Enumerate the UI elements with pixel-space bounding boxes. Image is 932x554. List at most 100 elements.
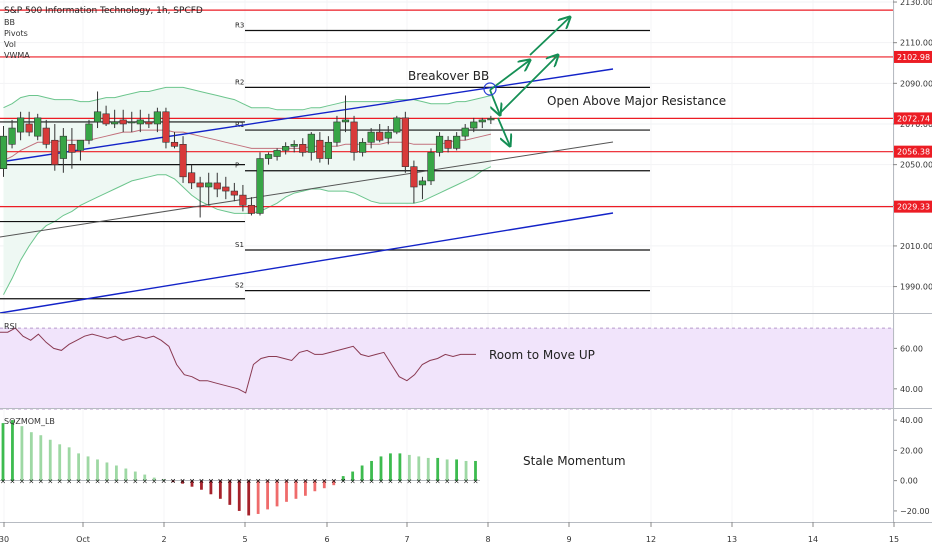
momentum-bar <box>304 480 307 496</box>
channel-upper-line <box>0 68 614 163</box>
pivot-label-r2: R2 <box>235 78 244 86</box>
candle-body <box>119 119 127 125</box>
price-badge <box>894 145 932 158</box>
candle-body <box>93 111 102 123</box>
candle-body <box>136 119 144 125</box>
candle-body <box>290 144 298 147</box>
momentum-tick-label: 40.00 <box>900 416 923 425</box>
candle-body <box>153 111 162 125</box>
momentum-bar <box>379 456 383 481</box>
momentum-bar <box>360 465 364 481</box>
squeeze-dot: ✕ <box>208 478 214 486</box>
momentum-bar <box>1 423 5 481</box>
rsi-tick-label: 60.00 <box>900 344 923 353</box>
candle-body <box>410 166 418 188</box>
squeeze-dot: ✕ <box>255 478 261 486</box>
momentum-bar <box>294 480 298 499</box>
candle-body <box>333 121 341 143</box>
momentum-bar <box>464 460 468 481</box>
squeeze-dot: ✕ <box>236 478 242 486</box>
projection-arrow <box>497 55 558 116</box>
candle-body <box>376 131 384 141</box>
candle-body <box>8 127 16 145</box>
price-tick-label: 1990.00 <box>900 283 932 292</box>
candle-body <box>170 141 179 147</box>
momentum-bar <box>29 432 33 481</box>
candle-body <box>145 121 153 125</box>
squeeze-dot: × <box>406 478 412 486</box>
squeeze-dot: ✕ <box>246 478 252 486</box>
price-badges: 2102.98 2072.74 2056.38 2029.33 <box>894 50 932 213</box>
candle-body <box>384 131 392 139</box>
squeeze-dot: ✕ <box>302 478 308 486</box>
squeeze-dot: × <box>425 478 431 486</box>
candle-body <box>51 139 59 165</box>
squeeze-dot: × <box>113 478 119 486</box>
projection-arrows <box>483 17 570 146</box>
momentum-bar <box>285 480 288 502</box>
candle-body <box>367 131 375 143</box>
indicator-label-pivots: Pivots <box>4 29 28 38</box>
squeeze-dot: × <box>123 478 129 486</box>
time-tick-label: 9 <box>566 535 571 544</box>
momentum-bar <box>436 457 440 481</box>
time-tick-label: 5 <box>242 535 247 544</box>
candle-body <box>264 154 273 159</box>
price-tick-label: 2110.00 <box>900 39 932 48</box>
price-badge <box>894 112 932 125</box>
momentum-tick-label: 0.00 <box>900 477 918 486</box>
rsi-tick-label: 40.00 <box>900 385 923 394</box>
candle-body <box>196 182 204 188</box>
candle-body <box>162 111 170 143</box>
candle-body <box>247 204 256 214</box>
squeeze-dot: × <box>388 478 394 486</box>
squeeze-dot: × <box>28 478 34 486</box>
momentum-bar <box>48 439 52 481</box>
candle-body <box>487 118 495 121</box>
time-tick-label: 30 <box>0 535 9 544</box>
momentum-bar <box>266 480 269 510</box>
candle-body <box>444 139 452 149</box>
squeeze-dot: ✕ <box>265 478 271 486</box>
squeeze-dot: × <box>10 478 16 486</box>
candle-body <box>256 158 264 214</box>
bb-lower-line <box>3 166 492 295</box>
indicator-label-vol: Vol <box>4 40 16 49</box>
squeeze-dot: × <box>359 478 365 486</box>
candle-body <box>25 123 33 133</box>
momentum-label: SQZMOM_LB <box>4 417 55 426</box>
squeeze-dot: × <box>66 478 72 486</box>
candle-body <box>393 117 401 133</box>
squeeze-dot: ✕ <box>217 478 223 486</box>
momentum-bar <box>162 479 166 481</box>
momentum-bar <box>190 480 194 487</box>
time-tick-label: 14 <box>808 535 818 544</box>
candle-body <box>68 144 76 153</box>
momentum-bar <box>474 460 477 481</box>
candle-body <box>350 121 358 153</box>
squeeze-dot: ✕ <box>293 478 299 486</box>
candle-body <box>188 172 196 184</box>
squeeze-dot: ✕ <box>227 478 233 486</box>
candle-body <box>453 135 461 149</box>
momentum-pane: × × × × × × × × × × × × × × × × × ✕ ✕ ✕ ✕ ✕ ✕ ✕ ✕ ✕ ✕ ✕ ✕ ✕ ✕ ✕ ✕ ✕ ✕ ✕ ✕ × × ×… <box>0 416 930 516</box>
momentum-bar <box>370 460 373 481</box>
price-badge-label: 2102.98 <box>897 53 930 62</box>
momentum-bar <box>407 454 411 481</box>
candle-body <box>0 135 8 169</box>
squeeze-dot: × <box>369 478 375 486</box>
momentum-bar <box>77 453 80 481</box>
candle-body <box>42 127 50 145</box>
momentum-bar <box>228 480 232 505</box>
candle-body <box>282 146 290 151</box>
squeeze-dot: ✕ <box>199 478 205 486</box>
momentum-bar <box>218 480 222 499</box>
chart-title: S&P 500 Information Technology, 1h, SPCF… <box>4 6 203 16</box>
candle-body <box>478 119 486 123</box>
candle-body <box>76 139 85 151</box>
candle-body <box>179 144 187 178</box>
price-badge-label: 2029.33 <box>897 203 930 212</box>
price-tick-label: 2070.00 <box>900 120 932 129</box>
